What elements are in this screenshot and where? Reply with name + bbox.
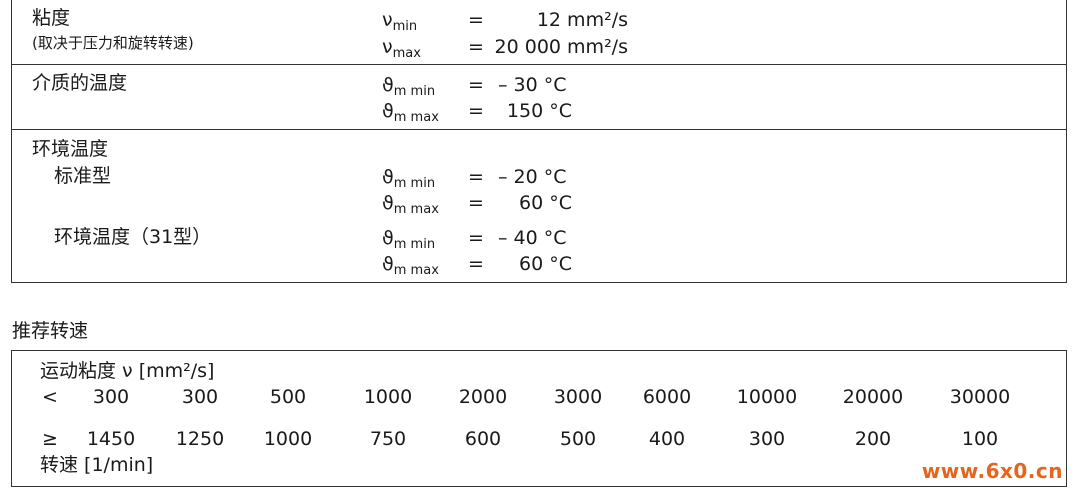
equals-sign: = (468, 9, 484, 31)
medium-temp-min-value: – 30 °C (498, 74, 567, 96)
speed-value-cell: 400 (648, 428, 686, 450)
speed-value-cell: 600 (464, 428, 502, 450)
equals-sign: = (468, 253, 484, 275)
standard-type-label: 标准型 (54, 165, 112, 187)
standard-max-symbol: ϑm max (382, 192, 439, 217)
type31-min-symbol: ϑm min (382, 227, 436, 252)
viscosity-value-cell: 20000 (842, 386, 904, 408)
viscosity-value-cell: 2000 (458, 386, 508, 408)
viscosity-note: (取决于压力和旋转转速) (32, 34, 194, 52)
recommended-speed-title: 推荐转速 (12, 320, 89, 342)
speed-value-cell: 300 (748, 428, 786, 450)
equals-sign: = (468, 74, 484, 96)
type31-max-value: 60 °C (519, 253, 572, 275)
divider (11, 64, 1067, 65)
type31-max-symbol: ϑm max (382, 253, 439, 278)
speed-value-cell: 1000 (263, 428, 313, 450)
speed-value-cell: 500 (559, 428, 597, 450)
speed-value-cell: 200 (854, 428, 892, 450)
viscosity-value-cell: 1000 (363, 386, 413, 408)
equals-sign: = (468, 36, 484, 58)
medium-temp-max-symbol: ϑm max (382, 100, 439, 125)
standard-max-value: 60 °C (519, 192, 572, 214)
divider (11, 129, 1067, 130)
viscosity-value-cell: 300 (181, 386, 219, 408)
equals-sign: = (468, 192, 484, 214)
speed-value-cell: 750 (369, 428, 407, 450)
speed-table (11, 350, 1067, 487)
speed-header: 转速 [1/min] (40, 454, 154, 476)
greater-equal-symbol: ≥ (42, 428, 58, 450)
type31-min-value: – 40 °C (498, 227, 567, 249)
viscosity-value-cell: 3000 (553, 386, 603, 408)
less-than-symbol: < (42, 386, 58, 408)
viscosity-max-value: 20 000 mm²/s (494, 36, 628, 58)
medium-temp-label: 介质的温度 (32, 72, 128, 94)
ambient-temp-label: 环境温度 (32, 138, 109, 160)
viscosity-value-cell: 300 (92, 386, 130, 408)
type31-label: 环境温度（31型） (54, 226, 212, 248)
watermark: www.6x0.cn (921, 459, 1063, 483)
viscosity-value-cell: 10000 (736, 386, 798, 408)
speed-value-cell: 1450 (86, 428, 136, 450)
medium-temp-max-value: 150 °C (506, 100, 572, 122)
viscosity-header: 运动粘度 ν [mm²/s] (40, 360, 215, 382)
standard-min-value: – 20 °C (498, 166, 567, 188)
viscosity-min-value: 12 mm²/s (536, 9, 628, 31)
viscosity-min-symbol: νmin (382, 9, 418, 34)
speed-value-cell: 1250 (175, 428, 225, 450)
equals-sign: = (468, 227, 484, 249)
speed-value-cell: 100 (961, 428, 999, 450)
equals-sign: = (468, 166, 484, 188)
viscosity-value-cell: 500 (269, 386, 307, 408)
viscosity-label: 粘度 (32, 7, 71, 29)
standard-min-symbol: ϑm min (382, 166, 436, 191)
viscosity-value-cell: 30000 (949, 386, 1011, 408)
spec-table (11, 0, 1067, 283)
medium-temp-min-symbol: ϑm min (382, 74, 436, 99)
viscosity-value-cell: 6000 (642, 386, 692, 408)
equals-sign: = (468, 100, 484, 122)
viscosity-max-symbol: νmax (382, 36, 421, 61)
